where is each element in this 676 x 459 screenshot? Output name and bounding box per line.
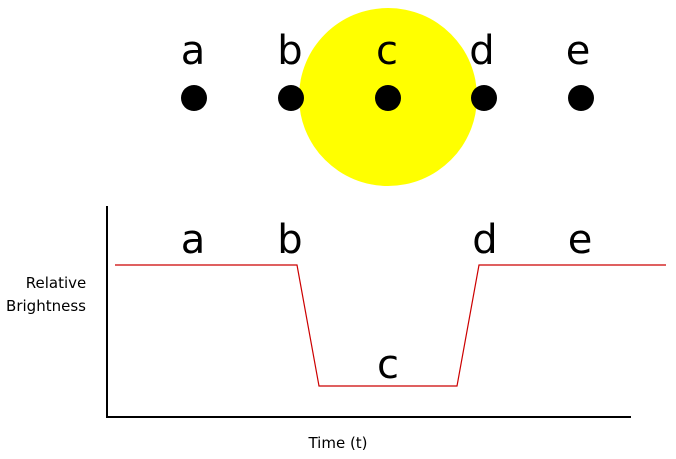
- planet-position-a: [181, 85, 207, 111]
- planet-position-d: [471, 85, 497, 111]
- planet-position-c: [375, 85, 401, 111]
- planet-position-e: [568, 85, 594, 111]
- curve-label-d: d: [472, 217, 497, 263]
- transit-illustration: a b c d e: [181, 8, 594, 186]
- y-axis-label-line2: Brightness: [6, 297, 86, 315]
- position-label-d: d: [469, 28, 494, 74]
- y-axis-label-line1: Relative: [26, 274, 87, 292]
- position-label-b: b: [277, 28, 302, 74]
- curve-label-c: c: [377, 342, 399, 388]
- light-curve: a b c d e Relative Brightness Time (t): [6, 206, 666, 452]
- curve-label-e: e: [568, 217, 593, 263]
- brightness-curve: [115, 264, 666, 387]
- planet-position-b: [278, 85, 304, 111]
- curve-label-b: b: [277, 217, 302, 263]
- curve-label-a: a: [181, 217, 206, 263]
- position-label-e: e: [566, 28, 591, 74]
- position-label-c: c: [376, 28, 398, 74]
- position-label-a: a: [181, 28, 206, 74]
- x-axis-label: Time (t): [307, 434, 367, 452]
